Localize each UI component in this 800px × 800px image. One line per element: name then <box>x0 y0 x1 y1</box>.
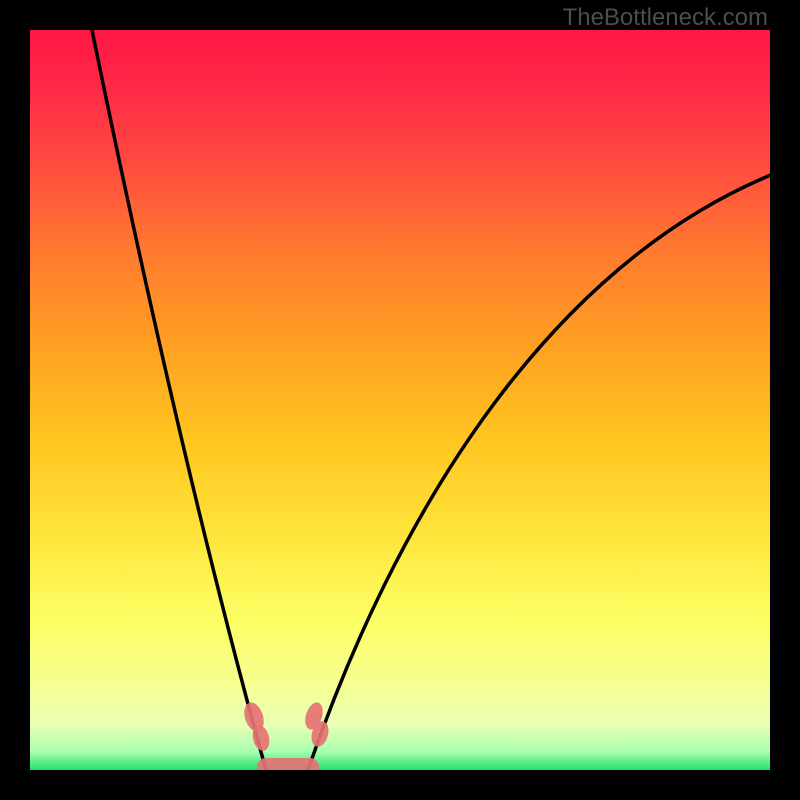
marker-dot <box>250 723 272 752</box>
marker-dot <box>309 719 332 748</box>
marker-dot <box>302 700 326 732</box>
marker-dot <box>241 700 267 734</box>
curve-layer <box>30 30 770 770</box>
curve-left <box>92 30 266 770</box>
plot-area <box>30 30 770 770</box>
watermark-text: TheBottleneck.com <box>563 4 768 32</box>
outer-frame: TheBottleneck.com <box>0 0 800 800</box>
marker-pill <box>257 758 319 770</box>
curve-right <box>308 158 770 770</box>
